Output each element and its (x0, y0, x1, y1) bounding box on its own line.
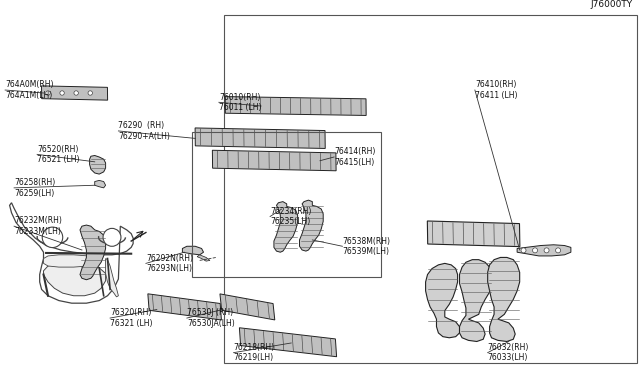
Polygon shape (239, 328, 337, 357)
Text: 76538M(RH)
76539M(LH): 76538M(RH) 76539M(LH) (342, 237, 390, 256)
Text: 76410(RH)
76411 (LH): 76410(RH) 76411 (LH) (475, 80, 517, 100)
Circle shape (60, 91, 64, 95)
Text: J76000TY: J76000TY (590, 0, 632, 9)
Bar (192, 132, 381, 277)
Polygon shape (426, 263, 460, 338)
Polygon shape (10, 203, 133, 303)
Polygon shape (197, 255, 210, 261)
Polygon shape (428, 221, 520, 247)
Polygon shape (182, 246, 204, 255)
Polygon shape (106, 259, 118, 297)
Polygon shape (80, 225, 106, 280)
Circle shape (103, 228, 121, 246)
Text: 764A0M(RH)
764A1M(LH): 764A0M(RH) 764A1M(LH) (5, 80, 54, 100)
Circle shape (521, 248, 526, 253)
Text: 76218(RH)
76219(LH): 76218(RH) 76219(LH) (234, 343, 275, 362)
Circle shape (42, 227, 63, 248)
Text: 76258(RH)
76259(LH): 76258(RH) 76259(LH) (14, 178, 55, 198)
Circle shape (544, 248, 549, 253)
Text: 76290  (RH)
76290+A(LH): 76290 (RH) 76290+A(LH) (118, 121, 170, 141)
Polygon shape (517, 245, 571, 256)
Polygon shape (95, 180, 106, 188)
Circle shape (532, 248, 538, 253)
Polygon shape (90, 155, 106, 174)
Circle shape (74, 91, 78, 95)
Polygon shape (212, 150, 336, 171)
Polygon shape (195, 128, 325, 148)
Text: 76032(RH)
76033(LH): 76032(RH) 76033(LH) (488, 343, 529, 362)
Polygon shape (44, 255, 95, 267)
Text: 76320(RH)
76321 (LH): 76320(RH) 76321 (LH) (110, 308, 152, 328)
Polygon shape (274, 202, 298, 252)
Polygon shape (220, 294, 275, 320)
Text: 76530J (RH)
76530JA(LH): 76530J (RH) 76530JA(LH) (187, 308, 235, 328)
Circle shape (46, 91, 50, 95)
Polygon shape (225, 97, 366, 115)
Polygon shape (44, 263, 106, 296)
Polygon shape (148, 294, 221, 320)
Circle shape (556, 248, 561, 253)
Text: 76234(RH)
76235(LH): 76234(RH) 76235(LH) (270, 207, 312, 226)
Text: 76292N(RH)
76293N(LH): 76292N(RH) 76293N(LH) (146, 254, 193, 273)
Polygon shape (460, 260, 492, 341)
Circle shape (88, 91, 92, 95)
Bar (224, 15, 637, 363)
Polygon shape (42, 86, 108, 100)
Polygon shape (488, 257, 520, 341)
Text: 76010(RH)
76011 (LH): 76010(RH) 76011 (LH) (219, 93, 261, 112)
Text: 76232M(RH)
76233M(LH): 76232M(RH) 76233M(LH) (14, 217, 62, 236)
Polygon shape (300, 200, 323, 251)
Text: 76520(RH)
76521 (LH): 76520(RH) 76521 (LH) (37, 145, 79, 164)
Text: 76414(RH)
76415(LH): 76414(RH) 76415(LH) (334, 147, 376, 167)
